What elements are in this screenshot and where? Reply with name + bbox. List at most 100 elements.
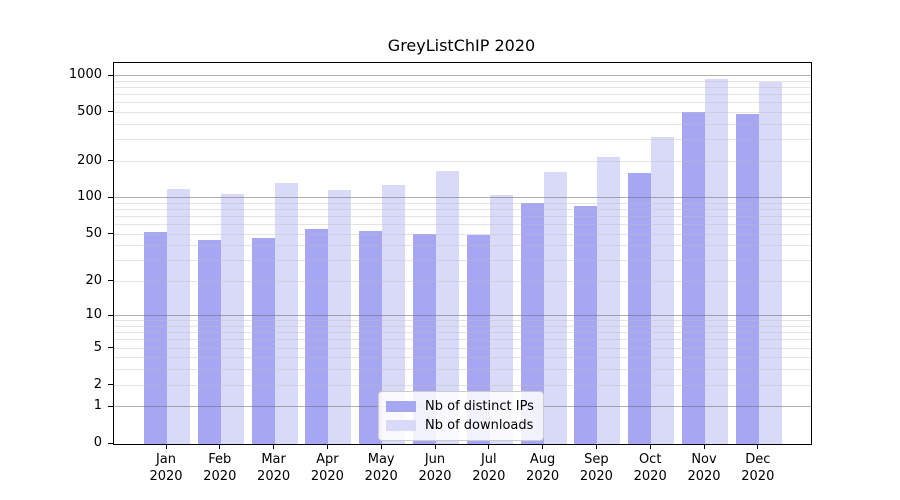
- y-axis-tick: [108, 196, 113, 198]
- x-tick-label: Jul 2020: [472, 452, 506, 484]
- minor-gridline: [114, 369, 811, 371]
- x-tick-label: Apr 2020: [310, 452, 344, 484]
- minor-gridline: [114, 94, 811, 95]
- x-tick-label: Oct 2020: [633, 452, 667, 484]
- bar-distinct-ips-dec: [735, 113, 759, 444]
- x-axis-tick: [326, 444, 328, 449]
- y-tick-label: 5: [93, 339, 102, 355]
- bar-downloads-nov: [705, 78, 728, 444]
- minor-gridline: [114, 123, 811, 125]
- bar-downloads-dec: [758, 82, 782, 444]
- minor-gridline: [114, 280, 811, 282]
- y-tick-label: 50: [85, 225, 102, 241]
- y-axis-tick: [108, 442, 113, 444]
- x-axis-tick: [757, 444, 759, 449]
- minor-gridline: [114, 260, 811, 262]
- minor-gridline: [114, 86, 811, 88]
- y-tick-label: 2: [93, 376, 102, 392]
- bar-distinct-ips-aug: [520, 202, 544, 444]
- y-tick-label: 200: [77, 152, 102, 168]
- bar-downloads-feb: [220, 194, 244, 444]
- minor-gridline: [114, 320, 811, 322]
- minor-gridline: [114, 202, 811, 204]
- x-axis-tick: [488, 444, 490, 449]
- minor-gridline: [114, 224, 811, 225]
- x-tick-label: Dec 2020: [741, 452, 775, 484]
- major-gridline: [114, 75, 811, 76]
- y-axis-tick: [108, 347, 113, 349]
- bar-downloads-sep: [597, 156, 621, 444]
- minor-gridline: [114, 384, 811, 386]
- x-tick-label: Aug 2020: [526, 452, 560, 484]
- y-tick-label: 500: [77, 103, 102, 119]
- y-tick-label: 1000: [68, 67, 102, 82]
- bar-downloads-may: [382, 184, 406, 444]
- x-axis-tick: [380, 444, 382, 449]
- minor-gridline: [114, 357, 811, 359]
- x-tick-label: Sep 2020: [579, 452, 613, 484]
- legend-label: Nb of downloads: [425, 418, 534, 433]
- x-tick-label: Jan 2020: [149, 452, 183, 484]
- x-axis-tick: [595, 444, 597, 449]
- x-axis-tick: [542, 444, 544, 449]
- bar-distinct-ips-sep: [574, 206, 598, 444]
- minor-gridline: [114, 139, 811, 140]
- minor-gridline: [114, 80, 811, 82]
- minor-gridline: [114, 111, 811, 113]
- legend-item-downloads: Nb of downloads: [386, 416, 534, 435]
- bar-distinct-ips-mar: [251, 237, 275, 444]
- x-axis-tick: [434, 444, 436, 449]
- y-tick-label: 0: [93, 435, 102, 450]
- y-axis-tick: [108, 314, 113, 316]
- bar-distinct-ips-nov: [682, 112, 705, 444]
- x-axis-tick: [219, 444, 221, 449]
- legend-swatch-downloads: [386, 420, 416, 431]
- bar-downloads-oct: [651, 136, 675, 444]
- chart-title: GreyListChIP 2020: [387, 36, 536, 55]
- minor-gridline: [114, 233, 811, 235]
- bar-downloads-jun: [436, 171, 459, 444]
- bar-downloads-jul: [489, 195, 513, 444]
- x-axis-tick: [165, 444, 167, 449]
- bar-downloads-aug: [543, 172, 567, 444]
- y-tick-label: 1: [93, 398, 102, 414]
- minor-gridline: [114, 332, 811, 334]
- x-tick-label: May 2020: [364, 452, 398, 484]
- minor-gridline: [114, 245, 811, 247]
- bar-downloads-mar: [274, 182, 298, 444]
- minor-gridline: [114, 347, 811, 349]
- bar-downloads-apr: [328, 189, 352, 444]
- y-tick-label: 100: [77, 189, 102, 205]
- major-gridline: [114, 315, 811, 317]
- y-tick-label: 20: [85, 272, 102, 288]
- y-axis-tick: [108, 405, 113, 407]
- y-axis-tick: [108, 111, 113, 113]
- minor-gridline: [114, 339, 811, 341]
- x-axis-tick: [703, 444, 705, 449]
- x-tick-label: Feb 2020: [203, 452, 237, 484]
- x-axis-tick: [273, 444, 275, 449]
- bar-distinct-ips-may: [359, 230, 383, 444]
- x-tick-label: Nov 2020: [687, 452, 721, 484]
- legend-item-distinct-ips: Nb of distinct IPs: [386, 397, 534, 416]
- bar-distinct-ips-apr: [305, 228, 329, 444]
- bar-distinct-ips-jan: [144, 231, 167, 444]
- plot-area: [113, 62, 812, 445]
- x-axis-tick: [649, 444, 651, 449]
- bar-distinct-ips-feb: [197, 240, 221, 444]
- x-tick-label: Mar 2020: [257, 452, 291, 484]
- legend: Nb of distinct IPs Nb of downloads: [378, 391, 544, 441]
- legend-swatch-distinct-ips: [386, 401, 416, 412]
- y-axis-tick: [108, 280, 113, 282]
- minor-gridline: [114, 326, 811, 327]
- y-axis-tick: [108, 160, 113, 161]
- minor-gridline: [114, 102, 811, 104]
- y-axis-tick: [108, 233, 113, 235]
- bar-distinct-ips-oct: [628, 173, 652, 444]
- y-axis-tick: [108, 74, 113, 76]
- y-tick-label: 10: [85, 307, 102, 323]
- major-gridline: [114, 197, 811, 199]
- x-tick-label: Jun 2020: [418, 452, 452, 484]
- minor-gridline: [114, 160, 811, 162]
